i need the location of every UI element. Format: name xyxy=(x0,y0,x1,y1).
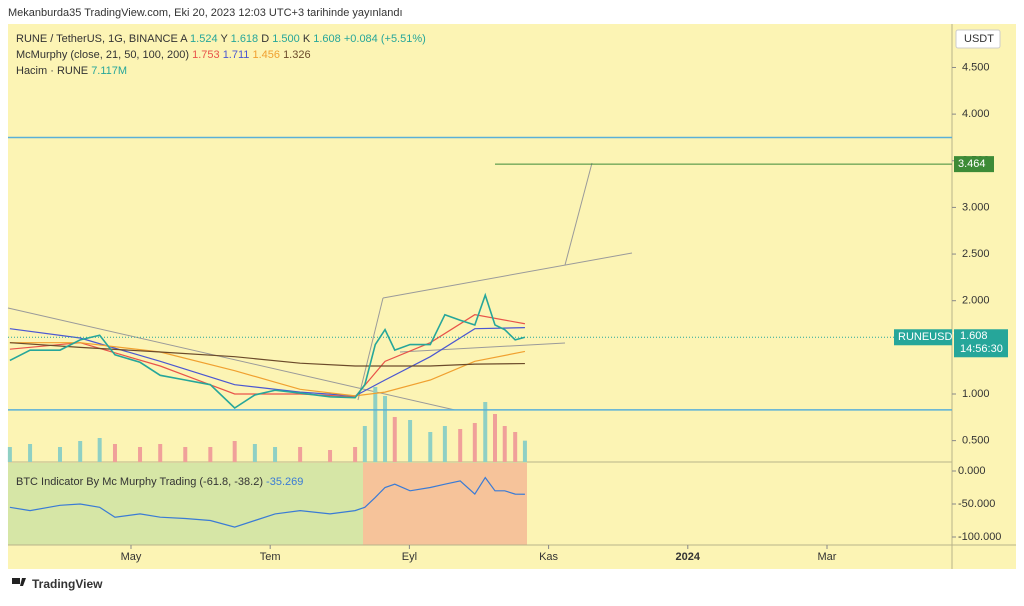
volume-bar xyxy=(383,396,388,462)
y-tick-label: 1.000 xyxy=(962,388,990,400)
volume-bar xyxy=(252,444,257,462)
ohlc-value: 1.618 xyxy=(231,33,259,45)
symbol-label: RUNEUSDT xyxy=(898,331,959,343)
y-tick-label: 4.000 xyxy=(962,108,990,120)
y-tick-label: 3.000 xyxy=(962,201,990,213)
ohlc-key: D xyxy=(261,33,269,45)
volume-title: Hacim · RUNE xyxy=(16,65,88,77)
legend-row: RUNE / TetherUS, 1G, BINANCE A 1.524 Y 1… xyxy=(16,33,426,45)
trend-line xyxy=(564,162,593,266)
ma-value: 1.456 xyxy=(252,49,280,61)
ohlc-key: Y xyxy=(220,33,228,45)
legend-row: McMurphy (close, 21, 50, 100, 200) 1.753… xyxy=(16,49,311,61)
ohlc-value: 1.500 xyxy=(272,33,300,45)
volume-bar xyxy=(138,447,143,462)
change: +0.084 (+5.51%) xyxy=(344,33,426,45)
symbol-title: RUNE / TetherUS, 1G, BINANCE xyxy=(16,33,178,45)
published-note: Mekanburda35 TradingView.com, Eki 20, 20… xyxy=(8,7,403,19)
volume-bar xyxy=(298,447,303,462)
ma-value: 1.753 xyxy=(192,49,220,61)
x-tick-label: Eyl xyxy=(402,551,417,563)
x-tick-label: 2024 xyxy=(676,551,701,563)
volume-bar xyxy=(502,426,507,462)
ohlc-value: 1.524 xyxy=(190,33,218,45)
volume-bar xyxy=(28,444,33,462)
indicator-value: -35.269 xyxy=(266,476,303,488)
y-tick-label: -50.000 xyxy=(958,498,995,510)
volume-bar xyxy=(492,414,497,462)
volume-bar xyxy=(522,440,527,462)
symbol-box xyxy=(894,329,952,346)
volume-bar xyxy=(112,444,117,462)
trend-line xyxy=(357,297,384,401)
currency-box xyxy=(955,29,1001,49)
moving-average xyxy=(9,314,526,398)
countdown: 14:56:30 xyxy=(960,343,1003,355)
volume-bar xyxy=(408,420,413,462)
ma-title: McMurphy (close, 21, 50, 100, 200) xyxy=(16,49,189,61)
volume-bar xyxy=(78,441,83,462)
volume-bar xyxy=(232,441,237,462)
ma-value: 1.326 xyxy=(283,49,311,61)
trend-line xyxy=(382,252,633,299)
y-tick-label: 2.000 xyxy=(962,295,990,307)
volume-bar xyxy=(97,438,102,462)
volume-bar xyxy=(373,387,378,462)
price-line xyxy=(9,292,526,410)
indicator-title: BTC Indicator By Mc Murphy Trading (-61.… xyxy=(16,476,263,488)
volume-bar xyxy=(442,426,447,462)
volume-bar xyxy=(57,447,62,462)
ohlc-key: K xyxy=(303,33,311,45)
brand: TradingView xyxy=(32,577,103,591)
legend-row: Hacim · RUNE 7.117M xyxy=(16,65,127,77)
price-box xyxy=(954,329,1008,358)
volume-bar xyxy=(158,444,163,462)
moving-average xyxy=(9,342,526,397)
x-tick-label: Tem xyxy=(260,551,281,563)
indicator-zone xyxy=(8,463,363,545)
indicator-zone xyxy=(363,463,527,545)
x-tick-label: Mar xyxy=(818,551,837,563)
x-tick-label: Kas xyxy=(539,551,558,563)
moving-average xyxy=(9,342,525,367)
ohlc-key: A xyxy=(180,33,188,45)
legend-row: BTC Indicator By Mc Murphy Trading (-61.… xyxy=(16,476,303,488)
y-tick-label: 4.500 xyxy=(962,61,990,73)
y-tick-label: 0.000 xyxy=(958,465,986,477)
volume-bar xyxy=(7,447,12,462)
price-label: 1.608 xyxy=(960,330,988,342)
volume-bar xyxy=(428,432,433,462)
y-tick-label: 0.500 xyxy=(962,435,990,447)
volume-bar xyxy=(392,417,397,462)
volume-bar xyxy=(273,447,278,462)
volume-value: 7.117M xyxy=(91,65,127,77)
currency: USDT xyxy=(964,33,994,45)
trend-line xyxy=(399,342,566,353)
target-label: 3.464 xyxy=(958,158,986,170)
volume-bar xyxy=(458,429,463,462)
volume-bar xyxy=(208,447,213,462)
ma-value: 1.711 xyxy=(223,49,250,61)
indicator-line xyxy=(9,476,525,528)
y-tick-label: 2.500 xyxy=(962,248,990,260)
volume-bar xyxy=(483,402,488,462)
x-tick-label: May xyxy=(121,551,142,563)
volume-bar xyxy=(353,447,358,462)
volume-bar xyxy=(183,447,188,462)
volume-bar xyxy=(362,426,367,462)
volume-bar xyxy=(472,423,477,462)
target-box xyxy=(954,156,994,173)
tradingview-logo xyxy=(12,578,26,586)
y-tick-label: -100.000 xyxy=(958,531,1001,543)
volume-bar xyxy=(328,450,333,462)
ohlc-value: 1.608 xyxy=(313,33,341,45)
volume-bar xyxy=(513,432,518,462)
